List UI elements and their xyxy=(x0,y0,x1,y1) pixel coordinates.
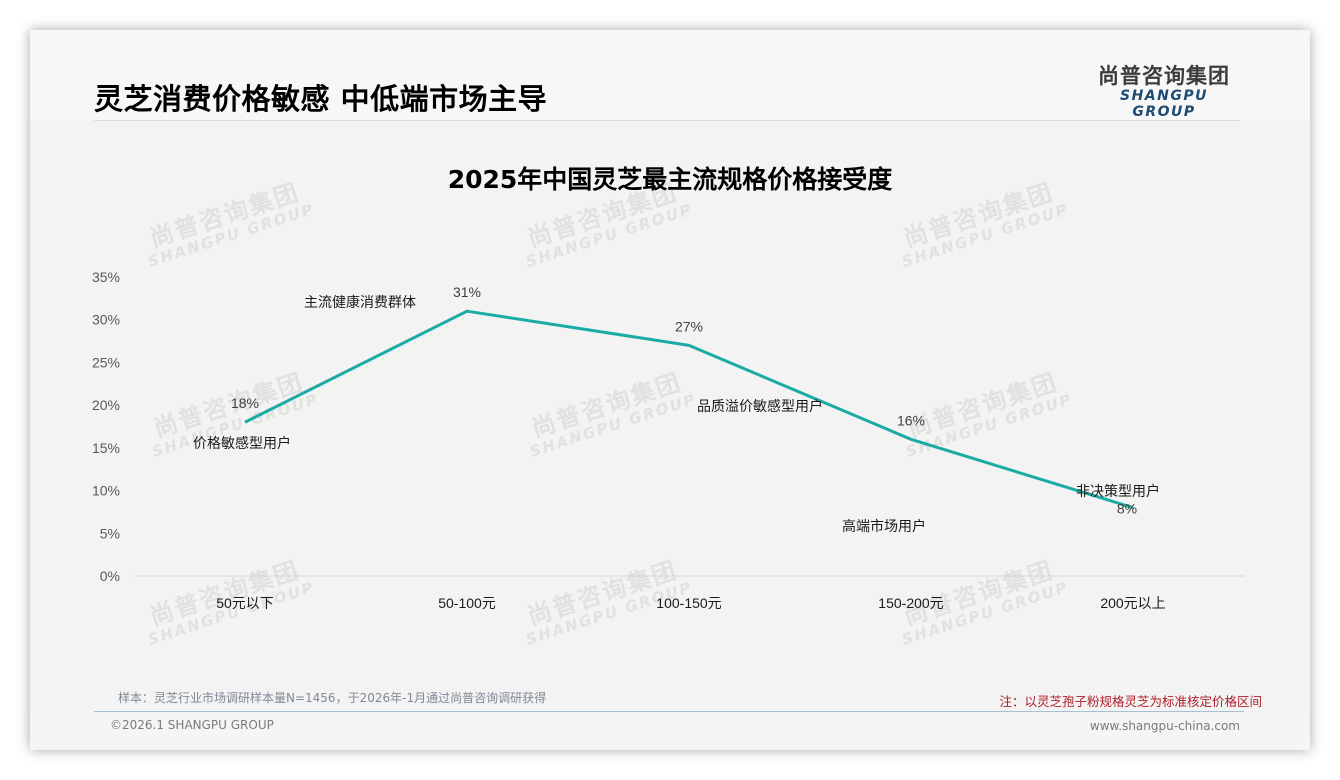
shangpu-logo: 尚普咨询集团 SHANGPU GROUP xyxy=(1086,64,1242,120)
segment-annotation: 主流健康消费群体 xyxy=(304,294,416,310)
y-tick-label: 5% xyxy=(100,525,120,541)
header-band xyxy=(30,30,1310,120)
logo-cn-text: 尚普咨询集团 xyxy=(1098,64,1230,88)
source-note: 样本：灵芝行业市场调研样本量N=1456，于2026年-1月通过尚普咨询调研获得 xyxy=(118,691,547,705)
x-tick-label: 150-200元 xyxy=(878,595,943,611)
data-value-label: 31% xyxy=(453,284,481,300)
y-tick-label: 15% xyxy=(92,440,120,456)
footer-divider xyxy=(94,711,1244,712)
x-tick-label: 50元以下 xyxy=(216,595,274,611)
copyright: ©2026.1 SHANGPU GROUP xyxy=(110,718,274,732)
y-tick-label: 20% xyxy=(92,397,120,413)
price-range-note: 注：以灵芝孢子粉规格灵芝为标准核定价格区间 xyxy=(999,694,1262,709)
segment-annotation: 价格敏感型用户 xyxy=(193,435,291,451)
segment-annotation: 高端市场用户 xyxy=(842,518,926,534)
footer-band xyxy=(30,712,1310,750)
y-tick-label: 25% xyxy=(92,354,120,370)
slide: 灵芝消费价格敏感 中低端市场主导 尚普咨询集团 SHANGPU GROUP 尚普… xyxy=(30,30,1310,750)
data-value-label: 18% xyxy=(231,395,259,411)
y-axis: 0% 5% 10% 15% 20% 25% 30% 35% xyxy=(92,269,120,584)
logo-en-text: SHANGPU GROUP xyxy=(1120,88,1208,120)
y-tick-label: 0% xyxy=(100,568,120,584)
y-tick-label: 30% xyxy=(92,312,120,328)
y-tick-label: 10% xyxy=(92,483,120,499)
x-tick-label: 100-150元 xyxy=(656,595,721,611)
data-value-label: 8% xyxy=(1117,501,1137,517)
data-labels: 18% 31% 27% 16% 8% xyxy=(231,284,1137,516)
website-link[interactable]: www.shangpu-china.com xyxy=(1089,719,1240,733)
data-value-label: 27% xyxy=(675,318,703,334)
chart-title: 2025年中国灵芝最主流规格价格接受度 xyxy=(447,165,893,194)
segment-annotation: 非决策型用户 xyxy=(1076,483,1160,499)
y-tick-label: 35% xyxy=(92,269,120,285)
header-divider xyxy=(94,120,1240,121)
data-value-label: 16% xyxy=(897,412,925,428)
x-tick-label: 50-100元 xyxy=(438,595,496,611)
page-title: 灵芝消费价格敏感 中低端市场主导 xyxy=(94,82,548,116)
segment-annotation: 品质溢价敏感型用户 xyxy=(697,398,823,414)
x-tick-label: 200元以上 xyxy=(1100,595,1165,611)
series-line xyxy=(244,309,1134,510)
line-chart: 0% 5% 10% 15% 20% 25% 30% 35% 50元以下 50-100元 100-1… xyxy=(92,269,1245,611)
x-axis: 50元以下 50-100元 100-150元 150-200元 200元以上 xyxy=(216,595,1165,611)
